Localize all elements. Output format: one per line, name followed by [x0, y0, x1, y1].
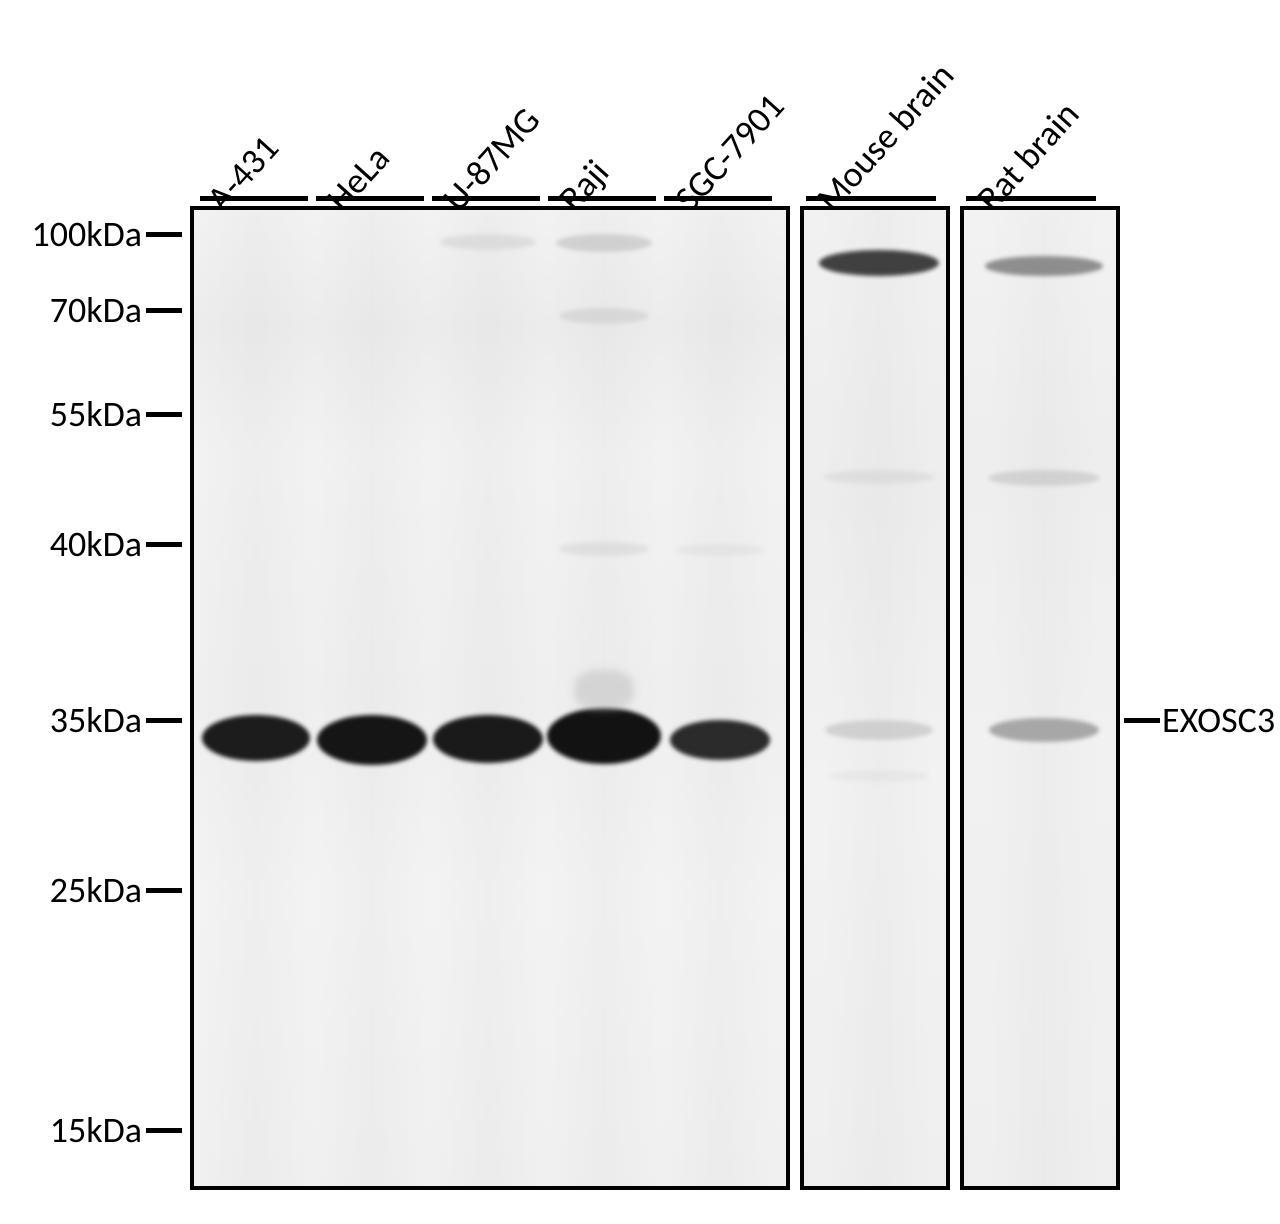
mw-marker-tick — [146, 308, 182, 313]
mw-marker-tick — [146, 232, 182, 237]
mw-marker-tick — [146, 718, 182, 723]
band — [556, 234, 652, 252]
lane-tick — [806, 196, 936, 201]
band — [985, 256, 1103, 276]
lane-shade — [432, 210, 544, 1186]
mw-marker-label: 35kDa — [10, 698, 142, 742]
blot-panel — [190, 206, 790, 1190]
mw-marker-label: 15kDa — [10, 1108, 142, 1152]
mw-marker-tick — [146, 888, 182, 893]
band — [819, 250, 939, 276]
lane-tick — [200, 196, 308, 201]
lane-label: U-87MG — [433, 98, 549, 220]
lane-tick — [664, 196, 772, 201]
blot-panel — [960, 206, 1120, 1190]
lane-shade — [823, 210, 935, 1186]
blot-panel — [800, 206, 950, 1190]
band — [824, 470, 934, 484]
lane-tick — [432, 196, 540, 201]
mw-marker-tick — [146, 542, 182, 547]
band — [676, 544, 764, 556]
mw-marker-label: 40kDa — [10, 522, 142, 566]
band — [559, 308, 649, 324]
mw-marker-label: 100kDa — [10, 212, 142, 256]
band — [433, 715, 543, 763]
lane-shade — [200, 210, 312, 1186]
band — [317, 715, 427, 765]
mw-marker-label: 70kDa — [10, 288, 142, 332]
band — [825, 720, 933, 740]
mw-marker-tick — [146, 412, 182, 417]
lane-tick — [316, 196, 424, 201]
western-blot-figure: 100kDa70kDa55kDa40kDa35kDa25kDa15kDaA-43… — [0, 0, 1280, 1224]
band — [440, 234, 536, 250]
lane-shade — [988, 210, 1100, 1186]
lane-shade — [664, 210, 776, 1186]
band — [574, 670, 634, 710]
target-label: EXOSC3 — [1162, 698, 1275, 742]
mw-marker-tick — [146, 1128, 182, 1133]
band — [547, 708, 661, 764]
mw-marker-label: 25kDa — [10, 868, 142, 912]
mw-marker-label: 55kDa — [10, 392, 142, 436]
lane-shade — [316, 210, 428, 1186]
band — [988, 470, 1100, 486]
band — [829, 770, 929, 782]
target-tick — [1124, 718, 1160, 723]
band — [989, 718, 1099, 742]
lane-tick — [548, 196, 656, 201]
band — [559, 542, 649, 556]
band — [670, 720, 770, 760]
band — [202, 715, 310, 761]
lane-tick — [966, 196, 1096, 201]
